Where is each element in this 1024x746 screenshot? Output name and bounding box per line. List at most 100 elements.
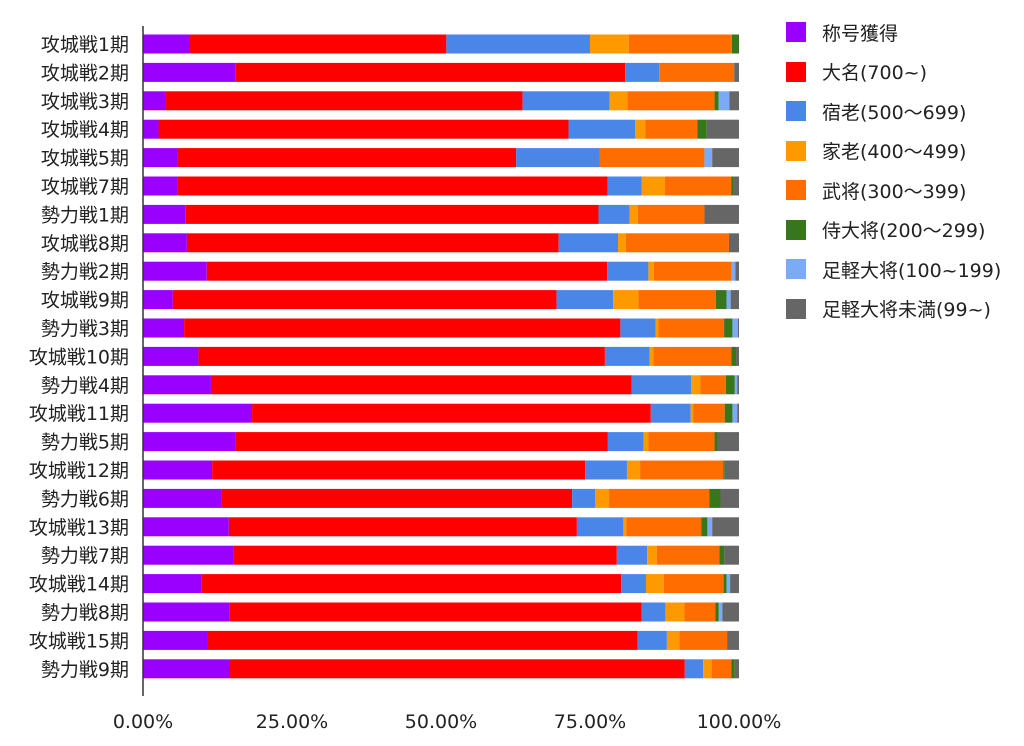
legend-label: 称号獲得 [822, 22, 899, 45]
bar-segment [143, 460, 213, 480]
bar-segment [640, 460, 724, 480]
bar-segment [206, 261, 608, 281]
bar-segment [590, 34, 629, 54]
bar-segment [235, 62, 626, 82]
bar-segment [143, 119, 159, 139]
legend-item: 家老(400〜499) [786, 140, 1001, 163]
bar-segment [189, 34, 447, 54]
category-label: 攻城戦7期 [41, 176, 129, 198]
bar-segment [627, 91, 715, 111]
bar-segment [703, 659, 712, 679]
bar-segment [143, 545, 234, 565]
bar-segment [620, 318, 656, 338]
bar-segment [143, 630, 208, 650]
bar-segment [734, 375, 738, 395]
bar-segment [704, 148, 713, 168]
legend-item: 武将(300〜399) [786, 180, 1001, 203]
bar-segment [724, 318, 733, 338]
legend-label: 宿老(500〜699) [822, 101, 967, 124]
bar-segment [568, 119, 636, 139]
bar-segment [659, 62, 735, 82]
bar-segment [731, 34, 739, 54]
legend-swatch [786, 61, 806, 82]
bar-segment [718, 602, 723, 622]
bar-segment [679, 630, 728, 650]
category-label: 攻城戦4期 [41, 119, 129, 141]
bar-segment [143, 517, 229, 537]
bar-segment [143, 346, 199, 366]
bar-segment [714, 432, 718, 452]
bar-segment [607, 432, 644, 452]
bar-segment [143, 290, 173, 310]
bar-segment [628, 34, 732, 54]
bar-segment [143, 148, 178, 168]
bar-segment [252, 403, 651, 423]
bar-segment [210, 375, 632, 395]
category-label: 攻城戦15期 [29, 630, 129, 652]
category-label: 勢力戦2期 [41, 261, 129, 283]
bar-segment [626, 460, 641, 480]
bar-segment [648, 261, 654, 281]
bar-segment [731, 261, 736, 281]
bar-segment [631, 375, 692, 395]
legend-item: 宿老(500〜699) [786, 101, 1001, 124]
bar-segment [212, 460, 586, 480]
bar-segment [653, 346, 732, 366]
legend-item: 称号獲得 [786, 22, 1001, 45]
legend-label: 武将(300〜399) [822, 180, 967, 203]
bar-segment [722, 602, 739, 622]
bar-segment [638, 290, 716, 310]
bar-segment [709, 488, 721, 508]
bar-segment [700, 375, 726, 395]
bar-segment [724, 403, 733, 423]
bar-segment [684, 602, 716, 622]
bar-segment [704, 204, 739, 224]
bar-segment [730, 290, 739, 310]
bar-segment [522, 91, 610, 111]
bar-segment [607, 261, 649, 281]
bar-segment [609, 488, 710, 508]
category-label: 攻城戦10期 [29, 346, 129, 368]
bar-segment [650, 403, 691, 423]
category-label: 攻城戦8期 [41, 233, 129, 255]
category-label: 勢力戦8期 [41, 602, 129, 624]
bar-segment [731, 176, 734, 196]
bar-segment [697, 119, 707, 139]
bar-segment [726, 290, 731, 310]
bar-segment [637, 204, 705, 224]
bar-segment [723, 460, 725, 480]
x-tick-label: 100.00% [697, 711, 782, 733]
bar-segment [635, 119, 646, 139]
bar-segment [625, 62, 660, 82]
bar-segment [446, 34, 590, 54]
bar-segment [717, 432, 739, 452]
bar-segment [720, 488, 739, 508]
bar-segment [595, 488, 610, 508]
bar-segment [656, 545, 720, 565]
bar-segment [143, 488, 222, 508]
bar-segment [618, 233, 626, 253]
bar-segment [230, 659, 685, 679]
bar-segment [691, 375, 701, 395]
bar-segment [734, 659, 739, 679]
bar-segment [737, 318, 739, 338]
x-tick-label: 0.00% [113, 711, 173, 733]
category-label: 攻城戦13期 [29, 517, 129, 539]
bar-segment [229, 602, 642, 622]
category-label: 攻城戦3期 [41, 91, 129, 113]
bar-segment [718, 91, 730, 111]
bar-segment [736, 346, 739, 366]
bar-segment [185, 204, 599, 224]
bar-segment [558, 233, 619, 253]
legend-item: 大名(700~) [786, 61, 1001, 84]
bar-segment [184, 318, 621, 338]
bar-segment [143, 574, 202, 594]
bar-segment [623, 517, 627, 537]
bar-segment [143, 204, 186, 224]
bar-segment [585, 460, 627, 480]
bar-segment [641, 602, 666, 622]
bar-segment [599, 148, 705, 168]
category-label: 攻城戦14期 [29, 574, 129, 596]
bar-segment [730, 574, 739, 594]
bar-segment [621, 574, 646, 594]
